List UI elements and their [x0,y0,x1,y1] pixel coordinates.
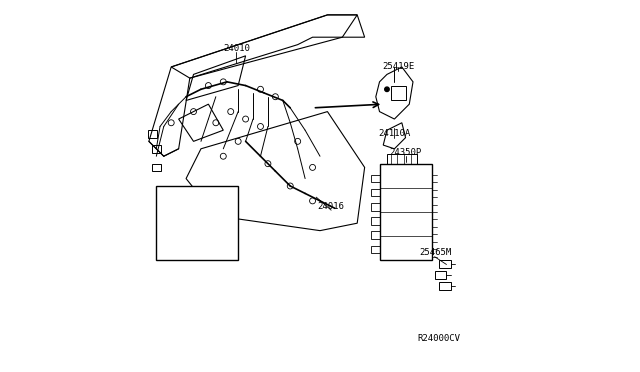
Bar [148,130,157,138]
Bar [152,164,161,171]
Circle shape [385,87,389,92]
Bar [371,231,380,239]
Bar [371,217,380,225]
Text: R24000CV: R24000CV [417,334,461,343]
Bar [371,203,380,211]
Text: 24010: 24010 [223,44,250,53]
Bar [387,154,417,164]
Bar [435,271,447,279]
Bar [371,189,380,196]
Text: 24016: 24016 [317,202,344,211]
Text: 2401DM: 2401DM [198,208,230,217]
Bar [380,164,431,260]
Bar [439,282,451,290]
Bar [439,260,451,268]
Text: 25419E: 25419E [382,62,414,71]
Bar [371,246,380,253]
Bar [371,175,380,182]
Text: 24350P: 24350P [389,148,422,157]
Bar [390,86,406,100]
Bar [156,186,238,260]
Text: 24110A: 24110A [378,129,410,138]
Bar [152,145,161,153]
Text: 25465M: 25465M [419,248,451,257]
